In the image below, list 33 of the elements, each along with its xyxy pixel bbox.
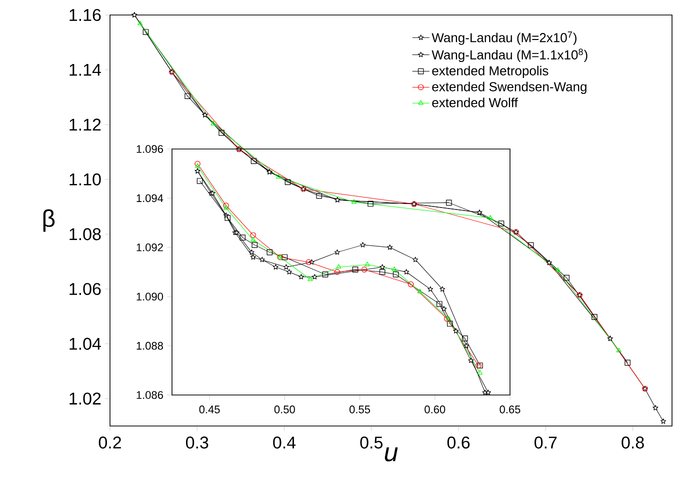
legend-label: extended Wolff <box>432 98 518 108</box>
y-tick-label: 1.094 <box>136 194 164 202</box>
x-axis-title: u <box>384 447 398 462</box>
x-tick-label: 0.3 <box>186 436 208 449</box>
y-tick-label: 1.16 <box>70 8 101 22</box>
legend-label: Wang-Landau (M=2x10$^{7}$) <box>432 32 576 45</box>
y-tick-label: 1.08 <box>70 228 101 240</box>
y-tick-label: 1.14 <box>70 64 101 76</box>
y-axis-title: β <box>43 209 55 232</box>
y-tick-label: 1.088 <box>136 342 163 350</box>
x-tick-label: 0.8 <box>622 436 644 449</box>
y-tick-label: 1.06 <box>70 282 101 296</box>
x-tick-label: 0.60 <box>424 406 446 414</box>
legend-label: extended Metropolis <box>432 66 548 78</box>
legend-label: extended Swendsen-Wang <box>432 82 586 94</box>
x-tick-label: 0.65 <box>500 406 520 414</box>
x-tick-label: 0.4 <box>273 436 296 449</box>
x-tick-label: 0.55 <box>350 406 370 414</box>
legend-label: Wang-Landau (M=1.1x10$^{8}$) <box>432 48 588 62</box>
x-tick-label: 0.50 <box>274 406 295 414</box>
x-tick-label: 0.7 <box>534 436 557 449</box>
y-tick-label: 1.04 <box>70 338 101 350</box>
x-tick-label: 0.6 <box>447 436 470 449</box>
y-tick-label: 1.096 <box>136 145 163 153</box>
x-tick-label: 0.5 <box>360 436 382 449</box>
y-tick-label: 1.086 <box>136 391 163 399</box>
x-tick-label: 0.45 <box>199 406 220 414</box>
y-tick-label: 1.12 <box>70 118 101 131</box>
y-tick-label: 1.090 <box>136 292 164 300</box>
x-tick-label: 0.2 <box>98 436 121 449</box>
y-tick-label: 1.02 <box>70 392 101 405</box>
y-tick-label: 1.092 <box>136 244 163 252</box>
y-tick-label: 1.10 <box>70 173 101 186</box>
